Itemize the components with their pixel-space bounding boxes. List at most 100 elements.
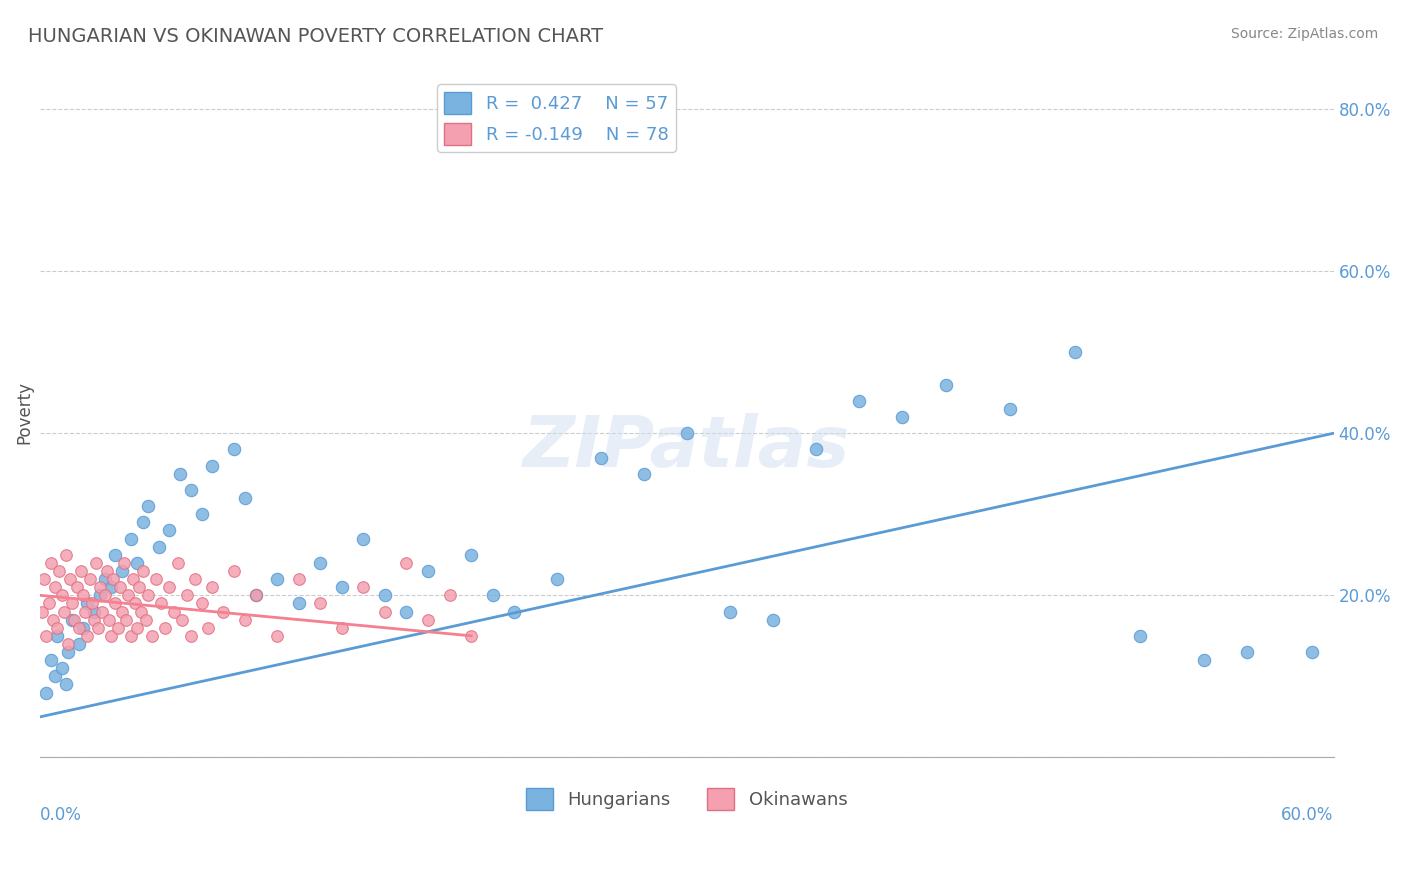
Point: [180, 629, 202, 643]
Point: [172, 613, 194, 627]
Point: [111, 564, 134, 578]
Point: [55, 548, 77, 562]
Y-axis label: Poverty: Poverty: [15, 382, 32, 444]
Point: [201, 458, 224, 473]
Point: [117, 588, 139, 602]
Point: [395, 605, 418, 619]
Point: [120, 532, 142, 546]
Point: [31, 605, 53, 619]
Point: [48, 564, 70, 578]
Point: [222, 442, 245, 457]
Point: [89, 588, 111, 602]
Point: [176, 588, 198, 602]
Point: [135, 613, 157, 627]
Point: [416, 613, 439, 627]
Point: [38, 596, 60, 610]
Text: 0.0%: 0.0%: [39, 805, 82, 823]
Point: [169, 467, 191, 481]
Point: [416, 564, 439, 578]
Point: [89, 580, 111, 594]
Point: [104, 596, 127, 610]
Point: [35, 685, 58, 699]
Legend: Hungarians, Okinawans: Hungarians, Okinawans: [519, 780, 855, 817]
Point: [167, 556, 190, 570]
Point: [374, 588, 396, 602]
Point: [51, 661, 73, 675]
Point: [72, 588, 94, 602]
Point: [39, 556, 62, 570]
Point: [100, 580, 122, 594]
Point: [84, 556, 107, 570]
Point: [97, 613, 120, 627]
Point: [212, 605, 235, 619]
Point: [190, 596, 212, 610]
Point: [63, 613, 86, 627]
Point: [39, 653, 62, 667]
Point: [107, 621, 129, 635]
Point: [395, 556, 418, 570]
Point: [42, 613, 65, 627]
Point: [44, 580, 66, 594]
Point: [56, 645, 79, 659]
Point: [157, 524, 180, 538]
Point: [718, 605, 741, 619]
Point: [190, 508, 212, 522]
Point: [124, 596, 146, 610]
Point: [589, 450, 612, 465]
Point: [32, 572, 55, 586]
Point: [141, 629, 163, 643]
Point: [112, 556, 135, 570]
Point: [309, 556, 332, 570]
Point: [222, 564, 245, 578]
Point: [115, 613, 138, 627]
Point: [201, 580, 224, 594]
Point: [145, 572, 167, 586]
Point: [129, 605, 152, 619]
Text: Source: ZipAtlas.com: Source: ZipAtlas.com: [1230, 27, 1378, 41]
Point: [762, 613, 785, 627]
Point: [233, 613, 256, 627]
Point: [120, 629, 142, 643]
Point: [44, 669, 66, 683]
Point: [35, 629, 58, 643]
Text: HUNGARIAN VS OKINAWAN POVERTY CORRELATION CHART: HUNGARIAN VS OKINAWAN POVERTY CORRELATIO…: [28, 27, 603, 45]
Point: [503, 605, 526, 619]
Point: [309, 596, 332, 610]
Point: [87, 621, 110, 635]
Point: [76, 629, 98, 643]
Point: [149, 596, 172, 610]
Point: [546, 572, 568, 586]
Point: [103, 572, 125, 586]
Point: [330, 621, 353, 635]
Point: [96, 564, 118, 578]
Point: [100, 629, 122, 643]
Point: [330, 580, 353, 594]
Point: [76, 596, 98, 610]
Point: [108, 580, 131, 594]
Point: [934, 377, 956, 392]
Point: [60, 613, 83, 627]
Point: [60, 596, 83, 610]
Point: [197, 621, 219, 635]
Point: [266, 629, 288, 643]
Point: [804, 442, 827, 457]
Point: [132, 516, 155, 530]
Point: [104, 548, 127, 562]
Point: [52, 605, 75, 619]
Point: [481, 588, 503, 602]
Point: [1301, 645, 1323, 659]
Point: [65, 580, 87, 594]
Point: [460, 548, 482, 562]
Point: [891, 410, 914, 425]
Point: [352, 532, 374, 546]
Point: [70, 564, 93, 578]
Point: [83, 605, 105, 619]
Text: 60.0%: 60.0%: [1281, 805, 1334, 823]
Point: [67, 621, 90, 635]
Point: [153, 621, 176, 635]
Point: [1064, 345, 1087, 359]
Point: [245, 588, 267, 602]
Point: [79, 572, 101, 586]
Point: [374, 605, 396, 619]
Point: [125, 556, 148, 570]
